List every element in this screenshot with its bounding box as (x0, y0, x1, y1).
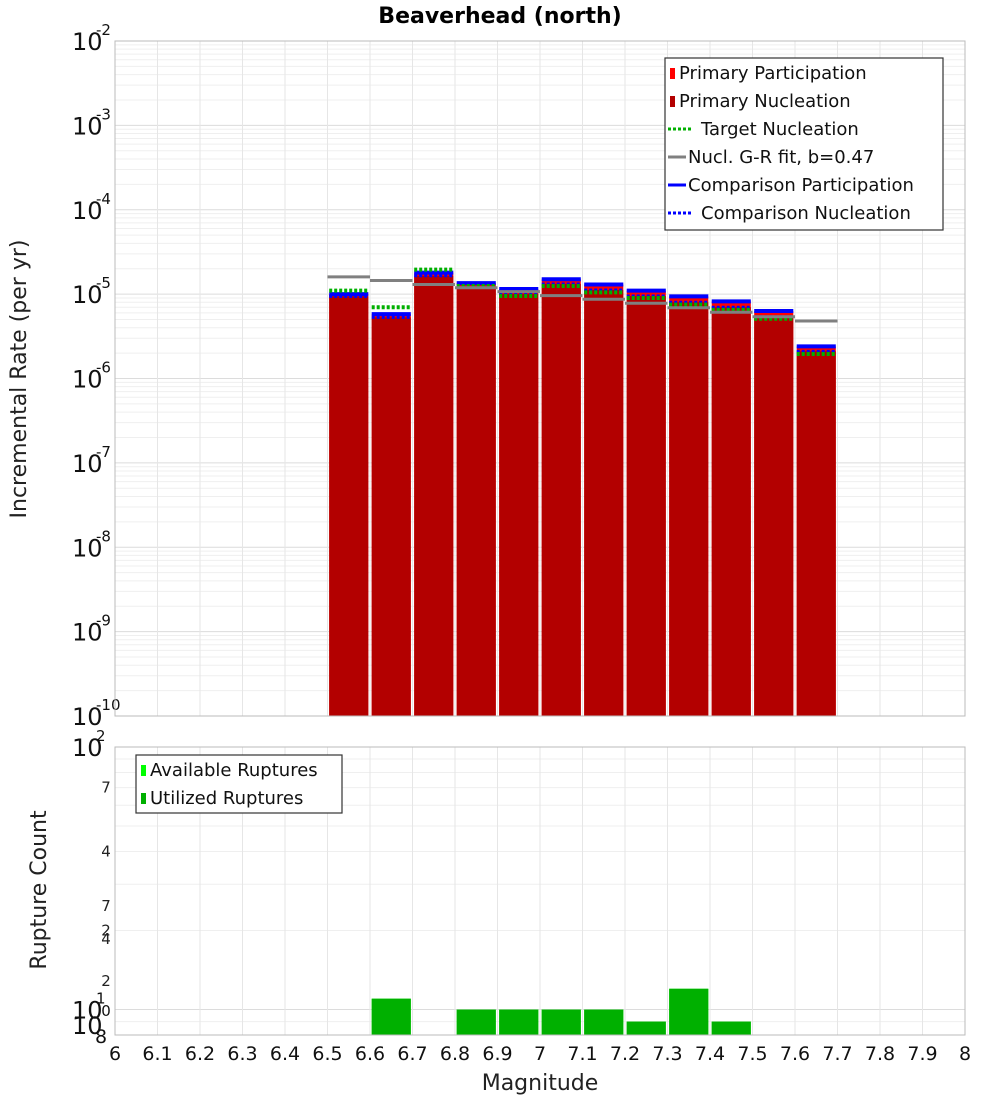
bottom-y-minor-label: 2 (101, 972, 111, 990)
bottom-y-minor-label: 2 (101, 922, 111, 940)
legend-entry-label: Available Ruptures (150, 760, 318, 781)
bottom-legend-box (135, 754, 343, 814)
bottom-y-minor-label: 7 (101, 779, 111, 797)
bottom-y-axis-label: Rupture Count (27, 810, 52, 970)
x-tick-label: 7.5 (737, 1043, 767, 1065)
top-y-tick-exponent: -9 (96, 612, 111, 630)
bottom-y-base-exponent: 0 (101, 1002, 111, 1020)
x-tick-label: 6.1 (142, 1043, 172, 1065)
x-tick-label: 6 (109, 1043, 121, 1065)
top-y-tick-exponent: -5 (96, 274, 111, 292)
bottom-plot-border (114, 746, 966, 1036)
primary-nucleation-bar (796, 351, 836, 716)
legend-swatch (670, 68, 675, 79)
bottom-y-minor-label: 4 (101, 842, 111, 860)
x-tick-label: 7.7 (822, 1043, 852, 1065)
primary-nucleation-bar (584, 289, 624, 716)
x-tick-label: 6.2 (185, 1043, 215, 1065)
primary-nucleation-bar (541, 283, 581, 716)
top-y-tick-exponent: -2 (96, 21, 111, 39)
primary-nucleation-bar (711, 307, 751, 716)
utilized-ruptures-bar (669, 988, 709, 1035)
top-y-tick-exponent: -4 (96, 190, 111, 208)
bottom-y-minor-label: 7 (101, 897, 111, 915)
bottom-y-overlap-label: 8 (95, 1026, 107, 1048)
x-tick-label: 7.8 (865, 1043, 895, 1065)
x-tick-label: 6.9 (482, 1043, 512, 1065)
x-tick-label: 6.7 (397, 1043, 427, 1065)
primary-nucleation-bar (754, 316, 794, 716)
x-tick-label: 6.5 (312, 1043, 342, 1065)
top-y-tick-exponent: -6 (96, 359, 111, 377)
legend-entry-label: Primary Participation (679, 63, 867, 84)
bottom-y-base-label: 10 (72, 1012, 103, 1040)
legend-swatch (141, 765, 146, 776)
bottom-y-tick-label: 10 (72, 997, 103, 1025)
x-tick-label: 8 (959, 1043, 971, 1065)
x-tick-label: 7 (534, 1043, 546, 1065)
top-y-tick-exponent: -3 (96, 105, 111, 123)
top-y-tick-label: 10 (72, 281, 103, 309)
bottom-y-tick-exponent: 1 (96, 990, 106, 1008)
top-y-tick-label: 10 (72, 112, 103, 140)
top-y-tick-label: 10 (72, 534, 103, 562)
top-panel-plot-area: 10-1010-910-810-710-610-510-410-310-2Pri… (72, 21, 966, 731)
utilized-ruptures-bar (584, 1009, 624, 1035)
x-tick-label: 7.3 (652, 1043, 682, 1065)
top-y-tick-label: 10 (72, 450, 103, 478)
primary-nucleation-bar (414, 275, 454, 716)
legend-entry-label: Nucl. G-R fit, b=0.47 (688, 147, 874, 168)
legend-swatch (670, 96, 675, 107)
x-tick-label: 7.4 (695, 1043, 725, 1065)
utilized-ruptures-bar (626, 1021, 666, 1035)
top-legend-box (664, 57, 944, 231)
top-y-tick-exponent: -7 (96, 443, 111, 461)
legend-entry-label: Comparison Nucleation (701, 203, 911, 224)
bottom-y-tick-label: 10 (72, 734, 103, 762)
x-axis-label: Magnitude (482, 1071, 599, 1096)
primary-nucleation-bar (626, 296, 666, 716)
utilized-ruptures-bar (711, 1021, 751, 1035)
utilized-ruptures-bar (499, 1009, 539, 1035)
top-y-tick-label: 10 (72, 703, 103, 731)
x-tick-label: 6.6 (355, 1043, 385, 1065)
top-y-tick-label: 10 (72, 28, 103, 56)
x-tick-label: 7.9 (907, 1043, 937, 1065)
legend-swatch (141, 793, 146, 804)
legend-entry-label: Utilized Ruptures (150, 788, 303, 809)
top-plot-border (114, 40, 966, 717)
primary-nucleation-bar (371, 317, 411, 716)
x-tick-label: 6.3 (227, 1043, 257, 1065)
primary-nucleation-bar (329, 296, 369, 716)
top-y-tick-exponent: -10 (96, 696, 121, 714)
top-y-tick-label: 10 (72, 366, 103, 394)
utilized-ruptures-bar (371, 998, 411, 1035)
legend-entry-label: Target Nucleation (700, 119, 859, 140)
bottom-y-tick-exponent: 2 (96, 727, 106, 745)
utilized-ruptures-bar (456, 1009, 496, 1035)
utilized-ruptures-bar (541, 1009, 581, 1035)
top-y-axis-label: Incremental Rate (per yr) (7, 240, 32, 519)
primary-nucleation-bar (456, 287, 496, 716)
x-tick-label: 7.2 (610, 1043, 640, 1065)
top-y-tick-label: 10 (72, 619, 103, 647)
x-tick-label: 7.1 (567, 1043, 597, 1065)
x-tick-label: 7.6 (780, 1043, 810, 1065)
primary-nucleation-bar (499, 294, 539, 716)
primary-nucleation-bar (669, 302, 709, 716)
bottom-y-minor-label: 4 (101, 930, 111, 948)
x-tick-label: 6.4 (270, 1043, 300, 1065)
legend-entry-label: Primary Nucleation (679, 91, 851, 112)
legend-entry-label: Comparison Participation (688, 175, 914, 196)
top-y-tick-exponent: -8 (96, 527, 111, 545)
chart-title: Beaverhead (north) (378, 4, 621, 29)
x-tick-label: 6.8 (440, 1043, 470, 1065)
top-y-tick-label: 10 (72, 197, 103, 225)
